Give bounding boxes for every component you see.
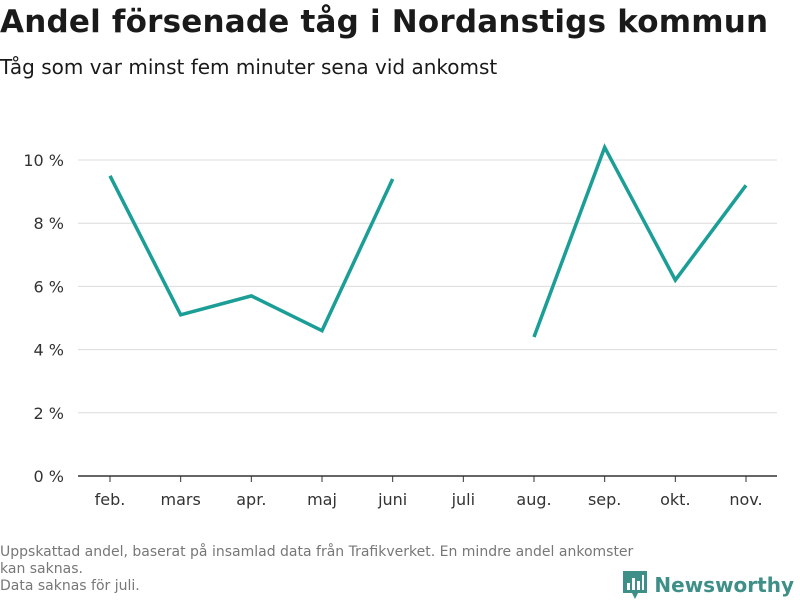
y-tick-label: 10 % — [23, 151, 64, 170]
x-tick-label: nov. — [729, 490, 762, 509]
footer-note-line-1: Uppskattad andel, baserat på insamlad da… — [0, 544, 634, 577]
footer-note: Uppskattad andel, baserat på insamlad da… — [0, 544, 640, 595]
y-tick-label: 6 % — [34, 277, 64, 296]
x-tick-label: aug. — [516, 490, 551, 509]
series-line — [108, 175, 395, 333]
line-chart: 0 % 2 % 4 % 6 % 8 % 10 % feb. mars apr. maj juni ju… — [23, 143, 777, 509]
x-tick-label: maj — [307, 490, 337, 509]
x-tick-label: juni — [377, 490, 407, 509]
y-tick-label: 4 % — [34, 341, 64, 360]
chart-title: Andel försenade tåg i Nordanstigs kommun — [0, 4, 769, 40]
footer-note-line-2: Data saknas för juli. — [0, 578, 140, 594]
series-line — [532, 143, 748, 338]
brand: Newsworthy — [622, 570, 794, 600]
x-tick-label: apr. — [236, 490, 266, 509]
y-tick-label: 0 % — [34, 467, 64, 486]
x-tick-label: juli — [451, 490, 475, 509]
x-tick-label: okt. — [660, 490, 690, 509]
newsworthy-logo-icon — [623, 571, 648, 599]
x-tick-label: feb. — [95, 490, 126, 509]
y-tick-label: 2 % — [34, 404, 64, 423]
x-tick-label: sep. — [588, 490, 621, 509]
x-tick-label: mars — [161, 490, 201, 509]
brand-name: Newsworthy — [654, 573, 794, 597]
chart-subtitle: Tåg som var minst fem minuter sena vid a… — [0, 55, 498, 79]
y-tick-label: 8 % — [34, 214, 64, 233]
